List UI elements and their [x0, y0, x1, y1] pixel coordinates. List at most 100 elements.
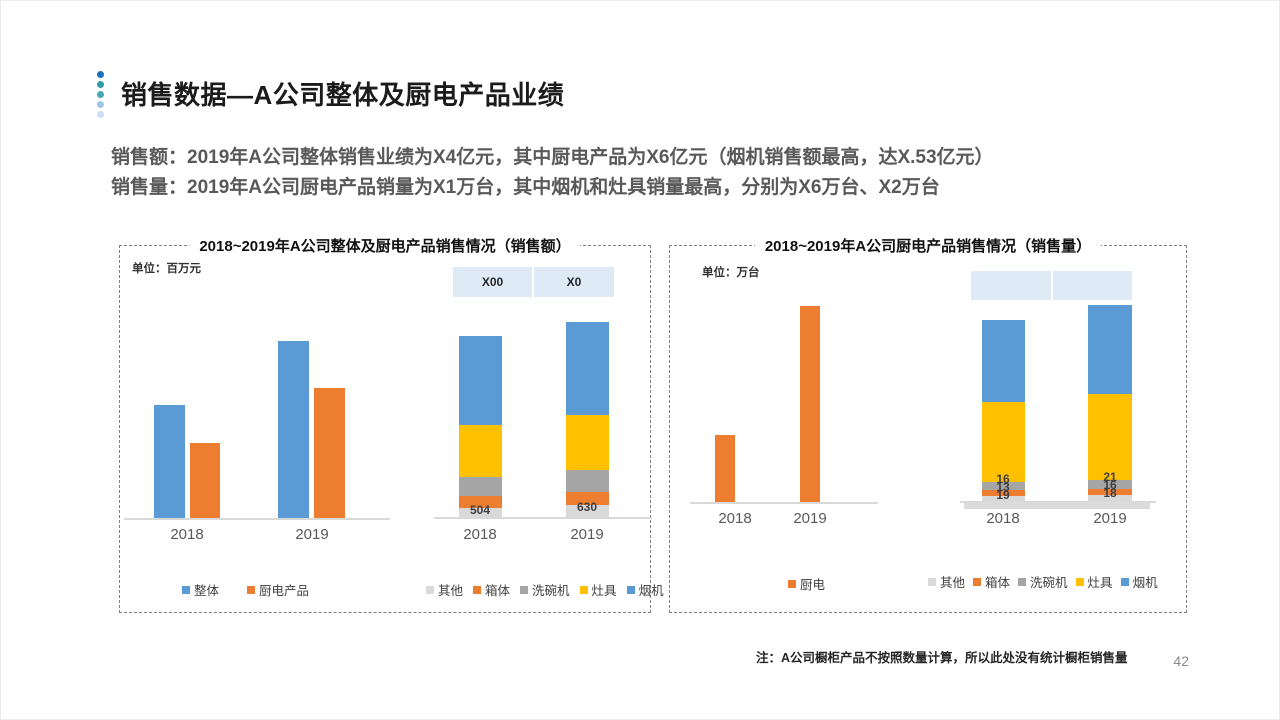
legend-swatch-icon: [626, 585, 635, 594]
value-label: 13: [996, 480, 1010, 494]
legend-swatch-icon: [1120, 577, 1129, 586]
callout-box: [1053, 271, 1132, 300]
page-title: 销售数据—A公司整体及厨电产品业绩: [121, 80, 565, 110]
axis-line: [124, 518, 390, 520]
unit-label: 单位：百万元: [132, 263, 201, 275]
footnote: 注：A公司橱柜产品不按照数量计算，所以此处没有统计橱柜销售量: [756, 651, 1128, 665]
bar-segment: [278, 341, 309, 518]
legend-item: 烟机: [626, 580, 664, 599]
legend-label: 其他: [438, 584, 464, 598]
legend-label: 整体: [194, 584, 220, 598]
bar-segment: [982, 490, 1025, 496]
value-label: 16: [996, 472, 1010, 486]
legend-swatch-icon: [426, 585, 434, 594]
category-label: 2019: [570, 526, 604, 543]
legend-swatch-icon: [788, 579, 796, 588]
legend-item: 烟机: [1120, 572, 1158, 591]
legend-item: 洗碗机: [520, 580, 570, 599]
bar-segment: [1088, 480, 1132, 489]
callout-box: X00: [453, 267, 532, 297]
bar-segment: [1088, 305, 1132, 394]
legend-item: 灶具: [579, 580, 617, 599]
value-label: 504: [469, 503, 491, 517]
unit-label: 单位：万台: [702, 267, 760, 279]
bar-segment: [459, 425, 502, 477]
category-label: 2018: [463, 526, 497, 543]
legend-swatch-icon: [579, 585, 588, 594]
bar-segment: [459, 508, 502, 517]
value-label: 630: [576, 500, 598, 514]
legend-item: 厨电产品: [247, 580, 309, 599]
chart-plot-area: 16 13 19 21 16 18 2018 2019 2018 2019: [670, 246, 1186, 612]
legend-label: 箱体: [985, 576, 1011, 590]
bar-segment: [566, 470, 609, 492]
bar-segment: [982, 482, 1025, 490]
legend-swatch-icon: [1075, 577, 1084, 586]
legend-swatch-icon: [247, 585, 256, 594]
bar-segment: [800, 306, 820, 502]
legend-label: 厨电产品: [259, 584, 310, 598]
callout-box: [971, 271, 1051, 300]
legend-label: 烟机: [638, 584, 664, 598]
legend-label: 灶具: [1087, 576, 1113, 590]
legend-label: 烟机: [1132, 576, 1158, 590]
legend-item: 其他: [928, 572, 965, 591]
legend-label: 箱体: [485, 584, 511, 598]
legend-label: 洗碗机: [1030, 576, 1068, 590]
value-label: 19: [996, 488, 1010, 502]
accent-dot-icon: [97, 71, 104, 78]
bar-segment: [1088, 489, 1132, 495]
stack-legend: 其他 箱体 洗碗机 灶具 烟机: [426, 580, 664, 599]
value-label: 16: [1103, 478, 1117, 492]
accent-dot-icon: [97, 111, 104, 118]
bar-segment: [982, 320, 1025, 402]
legend-item: 灶具: [1075, 572, 1113, 591]
bar-segment: [190, 443, 220, 518]
stack-legend: 其他 箱体 洗碗机 灶具 烟机: [928, 572, 1158, 591]
bar-segment: [459, 477, 502, 496]
value-label: 18: [1103, 486, 1117, 500]
bar-segment: [566, 492, 609, 505]
bar-segment: [566, 415, 609, 470]
category-label: 2018: [718, 510, 752, 527]
legend-label: 灶具: [591, 584, 617, 598]
page-number: 42: [1173, 653, 1189, 669]
legend-label: 洗碗机: [532, 584, 570, 598]
chart-title-sales-amount: 2018~2019年A公司整体及厨电产品销售情况（销售额）: [189, 235, 581, 256]
accent-dot-icon: [97, 81, 104, 88]
category-label: 2019: [1093, 510, 1127, 527]
bar-segment: [459, 496, 502, 508]
legend-swatch-icon: [182, 585, 190, 594]
bar-segment: [459, 336, 502, 425]
accent-dot-icon: [97, 101, 104, 108]
bar-segment: [1088, 495, 1132, 501]
bar-segment: [982, 496, 1025, 501]
legend-item: 其他: [426, 580, 463, 599]
axis-line: [690, 502, 878, 504]
bar-segment: [1088, 394, 1132, 480]
callout-box: X0: [534, 267, 614, 297]
bar-segment: [154, 405, 185, 518]
legend-swatch-icon: [520, 585, 529, 594]
chart-title-sales-volume: 2018~2019年A公司厨电产品销售情况（销售量）: [754, 235, 1102, 256]
bar-segment: [314, 388, 345, 518]
category-label: 2019: [793, 510, 827, 527]
category-label: 2018: [170, 526, 204, 543]
summary-line-sales-amount: 销售额：2019年A公司整体销售业绩为X4亿元，其中厨电产品为X6亿元（烟机销售…: [111, 147, 994, 168]
legend-swatch-icon: [928, 577, 936, 586]
category-label: 2018: [986, 510, 1020, 527]
bar-segment: [566, 322, 609, 415]
legend-swatch-icon: [473, 585, 482, 594]
legend-item: 洗碗机: [1018, 572, 1068, 591]
bar-segment: [982, 402, 1025, 482]
legend-swatch-icon: [1018, 577, 1027, 586]
accent-dot-icon: [97, 91, 104, 98]
legend-item: 厨电: [788, 574, 825, 593]
summary-line-sales-volume: 销售量：2019年A公司厨电产品销量为X1万台，其中烟机和灶具销量最高，分别为X…: [111, 177, 940, 198]
legend-item: 箱体: [973, 572, 1010, 591]
legend-swatch-icon: [973, 577, 982, 586]
legend-item: 箱体: [473, 580, 510, 599]
bar-segment: [715, 435, 735, 502]
series-legend: 厨电: [788, 574, 825, 593]
